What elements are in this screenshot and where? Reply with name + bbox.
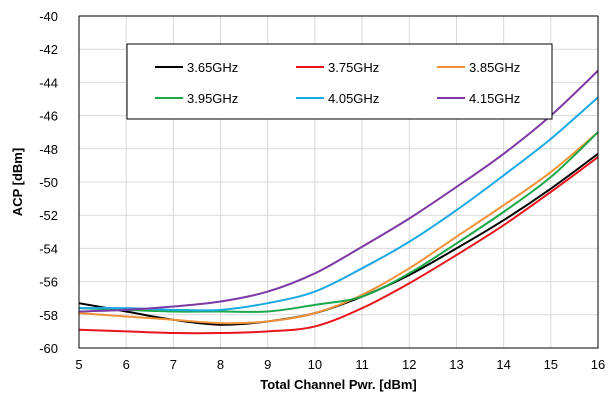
x-tick-label: 5 bbox=[75, 357, 82, 372]
y-tick-label: -58 bbox=[39, 308, 58, 323]
x-tick-label: 8 bbox=[217, 357, 224, 372]
y-tick-label: -44 bbox=[39, 75, 58, 90]
x-tick-label: 15 bbox=[544, 357, 558, 372]
y-tick-label: -54 bbox=[39, 241, 58, 256]
x-tick-label: 14 bbox=[496, 357, 510, 372]
series-line-3.85GHz bbox=[78, 131, 599, 325]
y-tick-label: -56 bbox=[39, 275, 58, 290]
series-line-4.05GHz bbox=[78, 96, 599, 312]
legend-box bbox=[126, 43, 553, 120]
series-line-3.75GHz bbox=[78, 156, 599, 335]
legend-label: 4.15GHz bbox=[469, 91, 520, 106]
y-tick-label: -46 bbox=[39, 109, 58, 124]
x-tick-label: 7 bbox=[170, 357, 177, 372]
y-tick-label: -40 bbox=[39, 9, 58, 24]
series-line-3.65GHz bbox=[78, 152, 599, 326]
legend-label: 3.75GHz bbox=[328, 60, 379, 75]
legend-label: 3.95GHz bbox=[187, 91, 238, 106]
y-tick-label: -42 bbox=[39, 42, 58, 57]
plot-frame bbox=[78, 15, 599, 349]
y-tick-label: -52 bbox=[39, 208, 58, 223]
series-line-4.15GHz bbox=[78, 70, 599, 313]
x-tick-label: 12 bbox=[402, 357, 416, 372]
legend: 3.65GHz 3.75GHz 3.85GHz 3.95GHz 4.05GHz 4.15G… bbox=[126, 43, 553, 120]
legend-label: 4.05GHz bbox=[328, 91, 379, 106]
y-tick-labels: -40 -42 -44 -46 -48 -50 -52 -54 -56 -58 -60 bbox=[39, 9, 58, 356]
y-axis-title: ACP [dBm] bbox=[10, 148, 25, 216]
y-tick-label: -48 bbox=[39, 142, 58, 157]
series-line-3.95GHz bbox=[78, 131, 599, 313]
x-tick-label: 16 bbox=[591, 357, 605, 372]
y-tick-label: -60 bbox=[39, 341, 58, 356]
legend-label: 3.65GHz bbox=[187, 60, 238, 75]
legend-label: 3.85GHz bbox=[469, 60, 520, 75]
x-axis-title: Total Channel Pwr. [dBm] bbox=[260, 377, 417, 392]
x-tick-label: 9 bbox=[264, 357, 271, 372]
x-tick-label: 10 bbox=[308, 357, 322, 372]
x-tick-label: 13 bbox=[449, 357, 463, 372]
series-lines bbox=[78, 70, 599, 335]
y-tick-label: -50 bbox=[39, 175, 58, 190]
x-tick-label: 6 bbox=[123, 357, 130, 372]
x-tick-labels: 5 6 7 8 9 10 11 12 13 14 15 16 bbox=[75, 357, 605, 372]
x-tick-label: 11 bbox=[355, 357, 369, 372]
